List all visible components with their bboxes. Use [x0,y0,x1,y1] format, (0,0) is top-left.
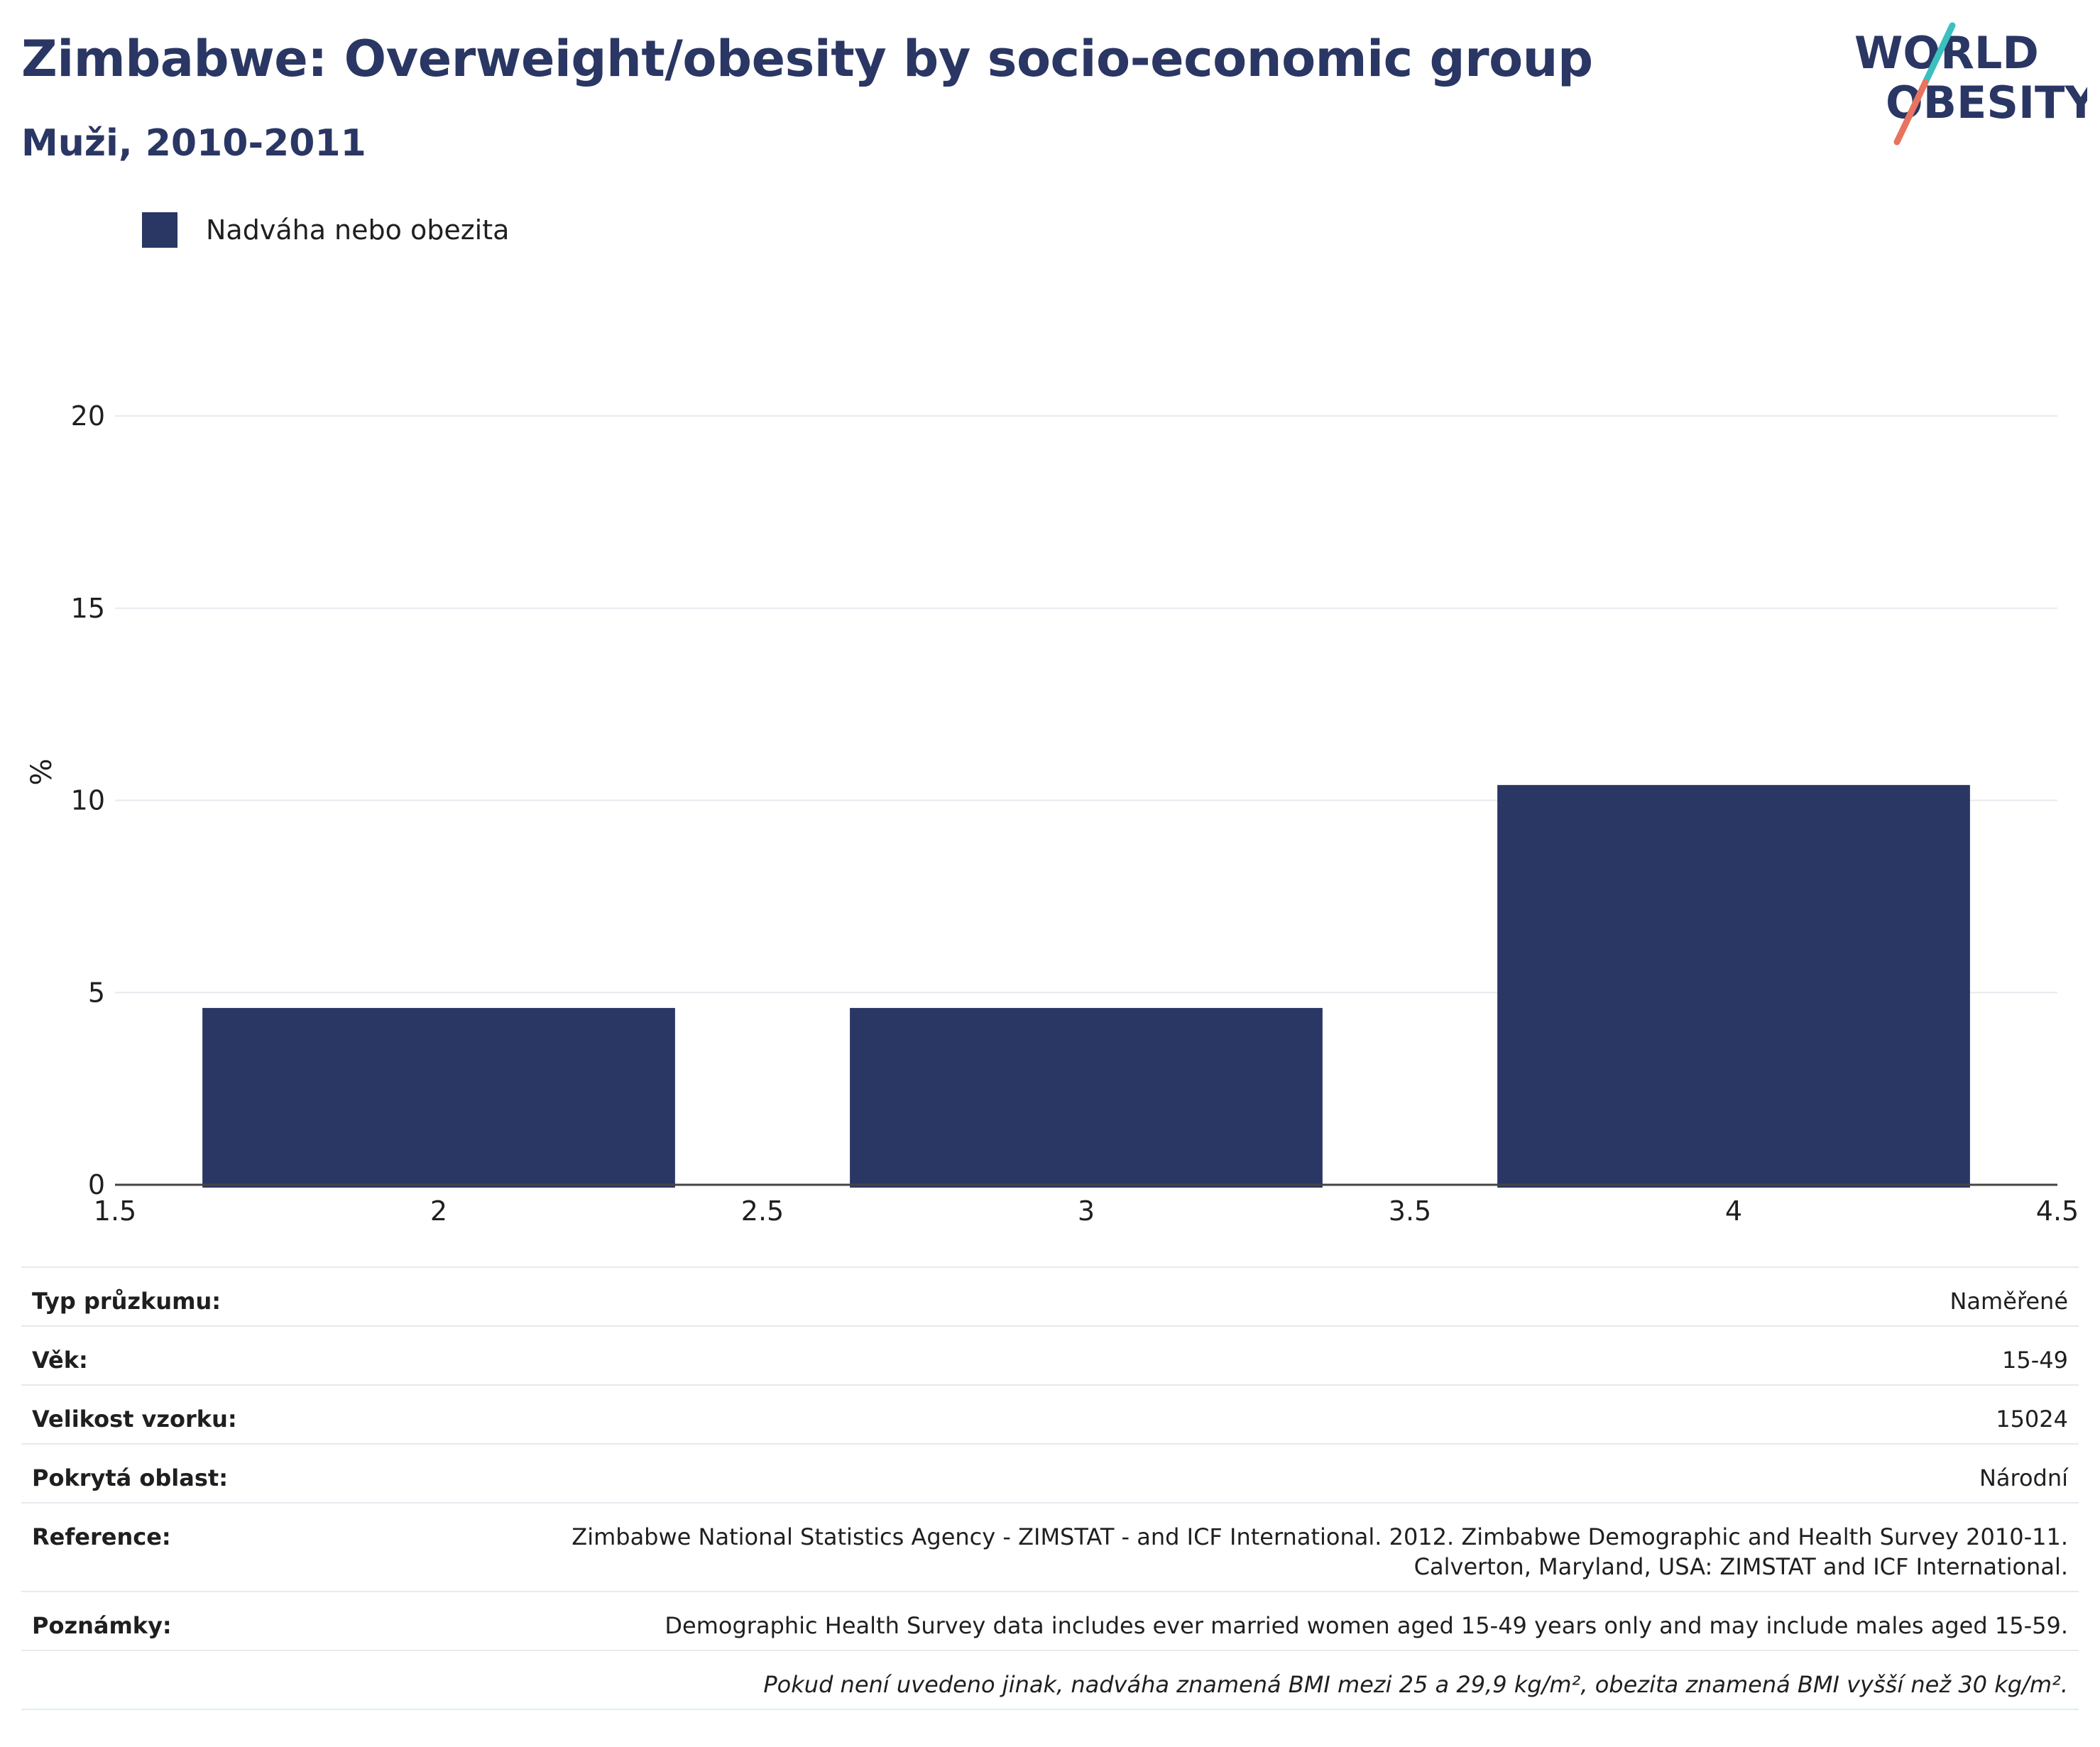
footnote: Pokud není uvedeno jinak, nadváha znamen… [763,1671,2068,1698]
x-tick-label: 2.5 [741,1195,784,1227]
info-row-age: Věk: 15-49 [21,1325,2079,1384]
info-label: Typ průzkumu: [32,1288,222,1315]
info-label: Poznámky: [32,1612,172,1639]
info-value: 15-49 [2002,1347,2068,1374]
y-tick-label: 0 [88,1169,105,1200]
y-tick-label: 20 [71,400,105,432]
info-row-survey-type: Typ průzkumu: Naměřené [21,1266,2079,1325]
info-label: Pokrytá oblast: [32,1464,228,1491]
info-value: Zimbabwe National Statistics Agency - ZI… [572,1522,2068,1582]
info-row-sample-size: Velikost vzorku: 15024 [21,1384,2079,1443]
info-value: Naměřené [1949,1288,2068,1315]
info-row-reference: Reference: Zimbabwe National Statistics … [21,1502,2079,1591]
x-tick-label: 3.5 [1389,1195,1431,1227]
legend-swatch [142,212,177,248]
y-tick-label: 5 [88,977,105,1008]
x-tick-label: 3 [1078,1195,1095,1227]
legend-label: Nadváha nebo obezita [206,214,510,246]
y-tick-label: 10 [71,785,105,816]
reference-line-2: Calverton, Maryland, USA: ZIMSTAT and IC… [1413,1553,2068,1580]
world-obesity-logo: WORLD OBESITY [1846,20,2097,155]
x-tick-label: 2 [430,1195,447,1227]
x-tick-label: 1.5 [94,1195,136,1227]
y-tick-label: 15 [71,593,105,624]
bar [1497,784,1970,1188]
info-label: Velikost vzorku: [32,1406,237,1433]
reference-line-1: Zimbabwe National Statistics Agency - ZI… [572,1523,2068,1550]
x-tick-label: 4 [1725,1195,1742,1227]
chart-legend: Nadváha nebo obezita [142,212,509,248]
page-title: Zimbabwe: Overweight/obesity by socio-ec… [21,30,1593,88]
info-value: Národní [1979,1464,2068,1491]
info-row-footnote: Pokud není uvedeno jinak, nadváha znamen… [21,1650,2079,1710]
bar-chart: 0 5 10 15 20 1.5 2 2.5 3 3.5 4 4.5% [26,400,2079,1227]
info-label: Věk: [32,1347,88,1374]
info-value: Demographic Health Survey data includes … [665,1612,2068,1639]
x-tick-label: 4.5 [2036,1195,2079,1227]
info-row-area: Pokrytá oblast: Národní [21,1443,2079,1502]
page-subtitle: Muži, 2010-2011 [21,122,366,165]
bar [850,1007,1323,1188]
bar [202,1007,675,1188]
y-axis-label: % [26,758,58,785]
info-table: Typ průzkumu: Naměřené Věk: 15-49 Veliko… [21,1266,2079,1710]
info-value: 15024 [1996,1406,2068,1433]
info-label: Reference: [32,1523,171,1550]
info-row-notes: Poznámky: Demographic Health Survey data… [21,1591,2079,1650]
